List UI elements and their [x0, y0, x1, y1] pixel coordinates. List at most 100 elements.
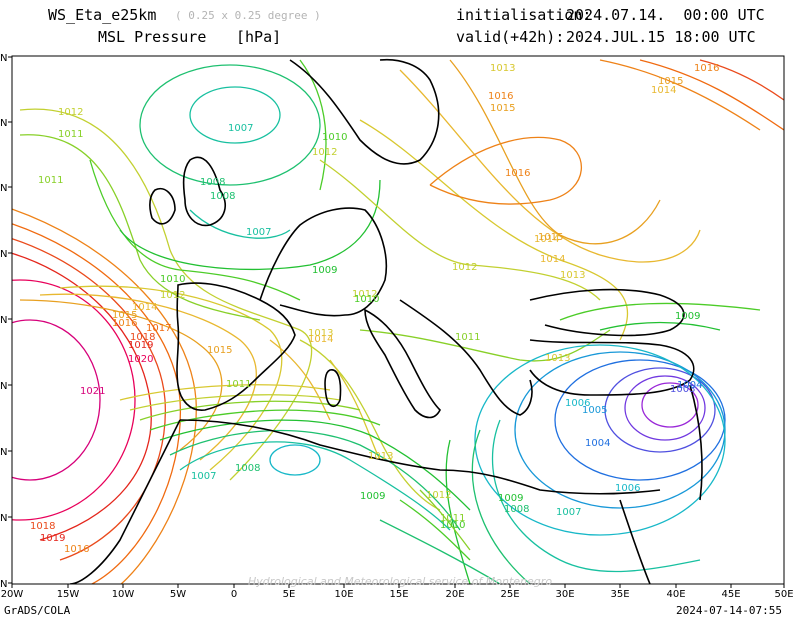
- isobar-label: 1006: [565, 398, 590, 409]
- lon-tick-label: 40E: [666, 589, 685, 600]
- isobar-1016: [12, 208, 197, 584]
- isobar-labels-group: 1012101110111007101010121008100810071009…: [30, 63, 719, 555]
- coastline-africa-west: [69, 419, 181, 584]
- isobar-1008-east: [471, 429, 531, 584]
- isobar-label: 1009: [498, 493, 523, 504]
- isobar-label: 1008: [200, 177, 225, 188]
- isobar-label: 1010: [160, 274, 185, 285]
- field-name: MSL Pressure: [98, 28, 207, 46]
- lat-tick-label: N: [0, 183, 7, 194]
- isobar-label: 1015: [658, 76, 683, 87]
- isobar-label: 1013: [368, 451, 393, 462]
- isobar-label: 1014: [132, 302, 157, 313]
- isobar-label: 1015: [207, 345, 232, 356]
- isobar-1001: [641, 382, 699, 428]
- isobar-label: 1014: [534, 234, 559, 245]
- lon-tick-label: 50E: [774, 589, 793, 600]
- isobar-label: 1009: [312, 265, 337, 276]
- isobar-label: 1012: [58, 107, 83, 118]
- footer-left: GrADS/COLA: [4, 604, 71, 617]
- isobar-1008: [139, 64, 321, 186]
- isobar-1015: [19, 299, 223, 451]
- isobar-label: 1011: [38, 175, 63, 186]
- isobar-label: 1013: [560, 270, 585, 281]
- isobar-1011-africa: [139, 400, 361, 421]
- isobar-label: 1011: [455, 332, 480, 343]
- coastline-scandinavia: [289, 58, 440, 165]
- isobar-1010: [89, 159, 301, 301]
- lon-tick-label: 20W: [1, 589, 24, 600]
- isobar-1007-east: [492, 419, 701, 573]
- isobar-label: 1006: [615, 483, 640, 494]
- isobar-label: 1014: [540, 254, 565, 265]
- model-resolution: ( 0.25 x 0.25 degree ): [175, 9, 321, 22]
- isobar-label: 1013: [545, 353, 570, 364]
- isobar-1007-africa: [179, 441, 451, 531]
- isobar-1011: [19, 134, 261, 321]
- isobar-1011-med: [359, 329, 611, 362]
- isobar-label: 1010: [354, 294, 379, 305]
- isobar-1013-med: [329, 359, 381, 461]
- isobar-label: 1007: [228, 123, 253, 134]
- isobar-label: 1015: [490, 103, 515, 114]
- coastline-italy: [364, 308, 441, 419]
- isobar-1018-ne: [699, 59, 784, 101]
- lon-tick-label: 20E: [445, 589, 464, 600]
- isobar-1009-east: [445, 439, 471, 584]
- isobar-label: 1014: [308, 334, 333, 345]
- isobar-1003: [604, 367, 716, 453]
- isobar-layer: [12, 59, 784, 584]
- init-value: 2024.07.14. 00:00 UTC: [566, 6, 765, 24]
- isobar-label: 1016: [64, 544, 89, 555]
- lat-tick-label: N: [0, 249, 7, 260]
- valid-value: 2024.JUL.15 18:00 UTC: [566, 28, 756, 46]
- isobar-label: 1017: [146, 323, 171, 334]
- isobar-1014-med: [269, 339, 331, 421]
- coastline-balkans: [399, 299, 533, 416]
- isobar-label: 1011: [440, 513, 465, 524]
- isobar-label: 1007: [246, 227, 271, 238]
- isobar-label: 1016: [112, 318, 137, 329]
- lon-tick-label: 35E: [610, 589, 629, 600]
- isobar-1006-africa: [269, 444, 321, 476]
- isobar-1021: [12, 319, 101, 481]
- isobar-1011-south: [419, 489, 471, 551]
- isobar-label: 1016: [488, 91, 513, 102]
- coastline-britain: [182, 156, 226, 227]
- lon-tick-label: 45E: [721, 589, 740, 600]
- isobar-label: 1004: [677, 380, 702, 391]
- isobar-label: 1013: [308, 328, 333, 339]
- isobar-label: 1009: [675, 311, 700, 322]
- isobar-1009: [119, 179, 381, 271]
- lon-tick-label: 10E: [334, 589, 353, 600]
- isobar-label: 1011: [226, 379, 251, 390]
- isobar-label: 1011: [58, 129, 83, 140]
- isobar-label: 1005: [582, 405, 607, 416]
- init-label: initialisation:: [456, 6, 592, 24]
- isobar-1012-central: [319, 159, 601, 301]
- isobar-1009-africa: [159, 419, 471, 511]
- lon-tick-label: 5E: [283, 589, 296, 600]
- field-unit: [hPa]: [236, 28, 282, 46]
- lat-tick-label: N: [0, 53, 7, 64]
- isobar-label: 1004: [585, 438, 610, 449]
- lat-tick-label: N: [0, 118, 7, 129]
- isobar-1018: [12, 238, 166, 561]
- isobar-1016-central: [429, 136, 583, 205]
- isobar-1020: [12, 279, 136, 521]
- isobar-label: 1015: [538, 232, 563, 243]
- isobar-label: 1012: [352, 289, 377, 300]
- isobar-label: 1010: [440, 520, 465, 531]
- footer-right: 2024-07-14-07:55: [676, 604, 782, 617]
- isobar-label: 1014: [651, 85, 676, 96]
- lon-tick-label: 10W: [112, 589, 135, 600]
- isobar-label: 1015: [112, 310, 137, 321]
- lon-tick-label: 0: [231, 589, 237, 600]
- isobar-1008-africa: [169, 429, 461, 531]
- isobar-1016-ne: [599, 59, 761, 131]
- isobar-1010-north: [299, 59, 327, 191]
- isobar-label: 1007: [191, 471, 216, 482]
- lon-tick-label: 30E: [555, 589, 574, 600]
- model-name: WS_Eta_e25km: [48, 6, 157, 24]
